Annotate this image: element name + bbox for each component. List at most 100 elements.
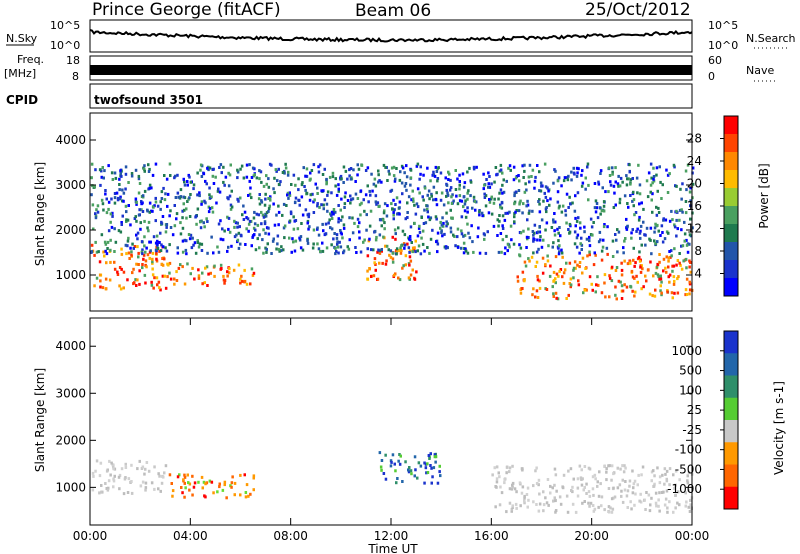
echo-cell	[424, 462, 428, 466]
echo-cell	[263, 203, 267, 207]
echo-cell	[646, 195, 650, 199]
echo-cell	[434, 165, 438, 169]
echo-cell	[631, 469, 634, 473]
echo-cell	[316, 186, 319, 190]
echo-cell	[500, 201, 504, 205]
echo-cell	[207, 205, 211, 209]
echo-cell	[145, 265, 148, 269]
echo-cell	[366, 277, 370, 281]
echo-cell	[659, 277, 663, 281]
echo-cell	[179, 232, 183, 236]
echo-cell	[458, 183, 461, 187]
echo-cell	[227, 184, 231, 188]
echo-cell	[620, 297, 624, 300]
echo-cell	[213, 264, 216, 268]
echo-cell	[545, 221, 549, 225]
echo-cell	[642, 207, 645, 211]
echo-cell	[637, 163, 640, 167]
x-tick-label: 00:00	[73, 529, 108, 543]
echo-cell	[124, 204, 128, 208]
echo-cell	[526, 505, 529, 509]
echo-cell	[584, 176, 587, 180]
echo-cell	[321, 249, 325, 253]
echo-cell	[532, 500, 535, 504]
echo-cell	[179, 221, 182, 225]
echo-cell	[621, 500, 625, 504]
echo-cell	[511, 483, 514, 487]
colorbar-swatch	[724, 442, 738, 465]
echo-cell	[655, 213, 659, 217]
echo-cell	[638, 192, 642, 196]
echo-cell	[246, 217, 250, 221]
echo-cell	[596, 275, 599, 279]
echo-cell	[203, 199, 206, 203]
echo-cell	[165, 249, 169, 253]
x-tick-label: 00:00	[675, 529, 710, 543]
echo-cell	[530, 175, 533, 178]
echo-cell	[535, 260, 539, 264]
echo-cell	[534, 265, 537, 268]
echo-cell	[383, 221, 386, 225]
echo-cell	[275, 169, 278, 173]
echo-cell	[414, 239, 417, 243]
echo-cell	[445, 194, 448, 198]
echo-cell	[596, 480, 599, 484]
echo-cell	[427, 454, 431, 457]
echo-cell	[508, 487, 512, 491]
echo-cell	[158, 241, 161, 244]
echo-cell	[513, 191, 516, 195]
echo-cell	[577, 167, 580, 171]
echo-cell	[418, 177, 421, 181]
echo-cell	[212, 182, 216, 185]
echo-cell	[634, 211, 638, 214]
echo-cell	[636, 483, 639, 487]
echo-cell	[458, 173, 461, 177]
echo-cell	[113, 192, 117, 195]
echo-cell	[559, 234, 562, 238]
echo-cell	[522, 202, 525, 206]
echo-cell	[476, 235, 480, 239]
echo-cell	[250, 176, 254, 179]
echo-cell	[594, 477, 597, 481]
echo-cell	[251, 273, 255, 277]
echo-cell	[91, 203, 95, 207]
echo-cell	[406, 211, 409, 214]
echo-cell	[105, 211, 109, 215]
echo-cell	[107, 479, 111, 483]
echo-cell	[600, 249, 604, 253]
echo-cell	[407, 195, 411, 199]
echo-cell	[538, 286, 542, 290]
echo-cell	[284, 162, 287, 166]
echo-cell	[117, 229, 121, 233]
echo-cell	[433, 455, 437, 459]
echo-cell	[654, 241, 657, 245]
echo-cell	[516, 279, 520, 283]
echo-cell	[203, 281, 206, 285]
colorbar-tick-label: -25	[682, 423, 702, 437]
echo-cell	[551, 486, 554, 490]
echo-cell	[656, 466, 659, 470]
echo-cell	[561, 275, 564, 279]
freq-tick-top: 18	[66, 54, 80, 67]
echo-cell	[301, 213, 305, 217]
echo-cell	[519, 288, 522, 292]
echo-cell	[642, 220, 645, 224]
echo-cell	[105, 469, 109, 473]
velocity-ylabel: Slant Range [km]	[33, 368, 47, 472]
echo-cell	[602, 209, 606, 213]
echo-cell	[591, 475, 595, 479]
echo-cell	[525, 235, 529, 239]
echo-cell	[200, 249, 204, 252]
echo-cell	[183, 475, 187, 479]
echo-cell	[640, 201, 643, 205]
echo-cell	[596, 216, 600, 220]
echo-cell	[322, 229, 325, 233]
echo-cell	[269, 198, 272, 202]
echo-cell	[601, 186, 604, 190]
echo-cell	[170, 482, 173, 485]
echo-cell	[411, 246, 415, 250]
echo-cell	[473, 199, 476, 203]
echo-cell	[454, 169, 457, 172]
echo-cell	[220, 171, 223, 175]
echo-cell	[286, 173, 290, 177]
